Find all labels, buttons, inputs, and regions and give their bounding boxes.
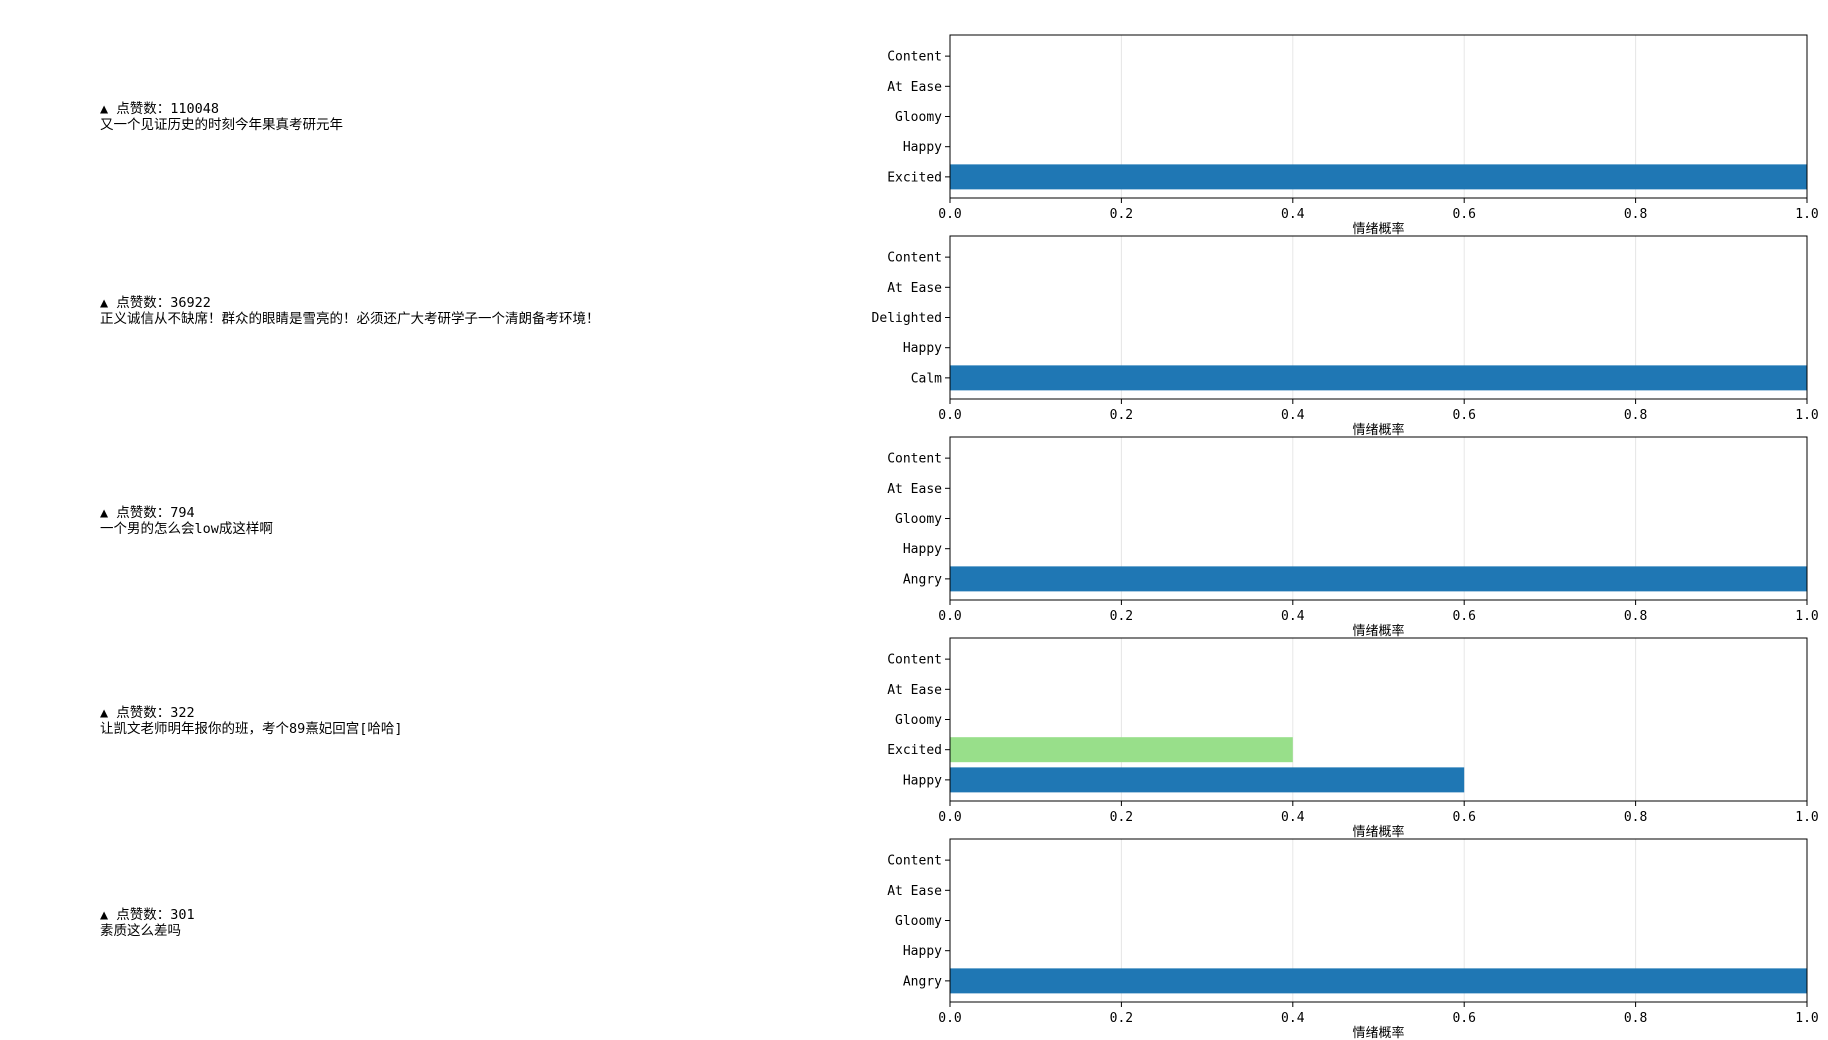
- emotion-chart-5: Angry Happy Gloomy At Ease Content 0.0 0.2 0.4 0…: [887, 838, 1819, 1040]
- y-tick-label: Content: [887, 452, 942, 467]
- y-tick-label: At Ease: [887, 281, 942, 296]
- y-tick-label: Angry: [903, 572, 942, 587]
- y-tick-label: Excited: [887, 170, 942, 185]
- y-tick-label: At Ease: [887, 683, 942, 698]
- y-tick-label: Happy: [903, 542, 942, 557]
- x-tick-label: 0.6: [1452, 1011, 1475, 1026]
- comment-2: ▲ 点赞数：36922 正义诚信从不缺席！群众的眼睛是雪亮的！必须还广大考研学子…: [100, 295, 620, 327]
- y-tick-label: Delighted: [872, 311, 942, 326]
- x-tick-label: 0.6: [1452, 408, 1475, 423]
- x-tick-label: 0.4: [1281, 207, 1305, 222]
- x-tick-label: 1.0: [1795, 1011, 1818, 1026]
- y-tick-label: Gloomy: [895, 914, 942, 929]
- x-tick-label: 0.2: [1110, 1011, 1133, 1026]
- x-axis-label: 情绪概率: [1352, 422, 1404, 438]
- x-tick-label: 0.4: [1281, 1011, 1305, 1026]
- x-tick-label: 1.0: [1795, 408, 1818, 423]
- y-tick-label: Happy: [903, 944, 942, 959]
- y-tick-label: Happy: [903, 341, 942, 356]
- comment-likes: ▲ 点赞数：301: [100, 907, 195, 923]
- comment-likes: ▲ 点赞数：794: [100, 505, 195, 521]
- y-tick-label: Content: [887, 251, 942, 266]
- x-tick-label: 0.8: [1624, 1011, 1647, 1026]
- comment-4: ▲ 点赞数：322 让凯文老师明年报你的班，考个89熹妃回宫[哈哈]: [100, 705, 620, 737]
- x-tick-label: 0.4: [1281, 609, 1305, 624]
- x-tick-label: 1.0: [1795, 609, 1818, 624]
- x-tick-label: 0.6: [1452, 810, 1475, 825]
- x-tick-label: 1.0: [1795, 810, 1818, 825]
- y-tick-label: Content: [887, 854, 942, 869]
- bar-angry: [950, 968, 1807, 994]
- comment-likes: ▲ 点赞数：110048: [100, 101, 220, 117]
- x-tick-label: 0.8: [1624, 207, 1647, 222]
- comment-text: 素质这么差吗: [100, 923, 181, 939]
- comment-likes: ▲ 点赞数：36922: [100, 295, 211, 311]
- y-tick-label: Happy: [903, 140, 942, 155]
- x-axis-label: 情绪概率: [1352, 824, 1404, 840]
- x-tick-label: 0.2: [1110, 609, 1133, 624]
- y-tick-label: Calm: [911, 371, 942, 386]
- bar-angry: [950, 566, 1807, 592]
- y-tick-label: Gloomy: [895, 110, 942, 125]
- y-tick-label: Content: [887, 50, 942, 65]
- emotion-chart-2: Calm Happy Delighted At Ease Content 0.0 0.2 0.…: [872, 235, 1819, 438]
- y-tick-label: Content: [887, 653, 942, 668]
- y-tick-label: Gloomy: [895, 512, 942, 527]
- x-tick-label: 0.4: [1281, 810, 1305, 825]
- bar-happy: [950, 767, 1465, 793]
- comment-text: 一个男的怎么会low成这样啊: [100, 521, 273, 537]
- x-tick-label: 0.0: [938, 609, 961, 624]
- y-tick-label: Happy: [903, 773, 942, 788]
- x-tick-label: 0.0: [938, 408, 961, 423]
- bar-excited: [950, 737, 1293, 763]
- x-axis-label: 情绪概率: [1352, 623, 1404, 639]
- x-tick-label: 1.0: [1795, 207, 1818, 222]
- emotion-chart-4: Happy Excited Gloomy At Ease Content 0.0 0.2 0.…: [887, 637, 1819, 840]
- x-tick-label: 0.8: [1624, 810, 1647, 825]
- x-tick-label: 0.6: [1452, 207, 1475, 222]
- x-tick-label: 0.6: [1452, 609, 1475, 624]
- comment-5: ▲ 点赞数：301 素质这么差吗: [100, 907, 620, 939]
- y-tick-label: At Ease: [887, 80, 942, 95]
- emotion-chart-3: Angry Happy Gloomy At Ease Content 0.0 0.2 0.4 0…: [887, 436, 1819, 639]
- x-tick-label: 0.2: [1110, 207, 1133, 222]
- comment-1: ▲ 点赞数：110048 又一个见证历史的时刻今年果真考研元年: [100, 101, 620, 133]
- x-tick-label: 0.0: [938, 207, 961, 222]
- y-tick-label: Gloomy: [895, 713, 942, 728]
- y-tick-label: At Ease: [887, 884, 942, 899]
- comment-text: 正义诚信从不缺席！群众的眼睛是雪亮的！必须还广大考研学子一个清朗备考环境！: [100, 311, 600, 327]
- comment-text: 让凯文老师明年报你的班，考个89熹妃回宫[哈哈]: [100, 721, 403, 737]
- x-axis-label: 情绪概率: [1352, 221, 1404, 237]
- comment-likes: ▲ 点赞数：322: [100, 705, 195, 721]
- x-tick-label: 0.0: [938, 1011, 961, 1026]
- y-tick-label: At Ease: [887, 482, 942, 497]
- comment-3: ▲ 点赞数：794 一个男的怎么会low成这样啊: [100, 505, 620, 537]
- x-tick-label: 0.2: [1110, 408, 1133, 423]
- x-tick-label: 0.0: [938, 810, 961, 825]
- x-tick-label: 0.4: [1281, 408, 1305, 423]
- x-axis-label: 情绪概率: [1352, 1025, 1404, 1040]
- y-tick-label: Angry: [903, 974, 942, 989]
- x-tick-label: 0.2: [1110, 810, 1133, 825]
- comment-text: 又一个见证历史的时刻今年果真考研元年: [100, 117, 343, 133]
- emotion-chart-1: Excited Happy Gloomy At Ease Content 0.0 0.2 0.…: [887, 34, 1819, 237]
- bar-excited: [950, 164, 1807, 190]
- x-tick-label: 0.8: [1624, 408, 1647, 423]
- y-tick-label: Excited: [887, 743, 942, 758]
- x-tick-label: 0.8: [1624, 609, 1647, 624]
- bar-calm: [950, 365, 1807, 391]
